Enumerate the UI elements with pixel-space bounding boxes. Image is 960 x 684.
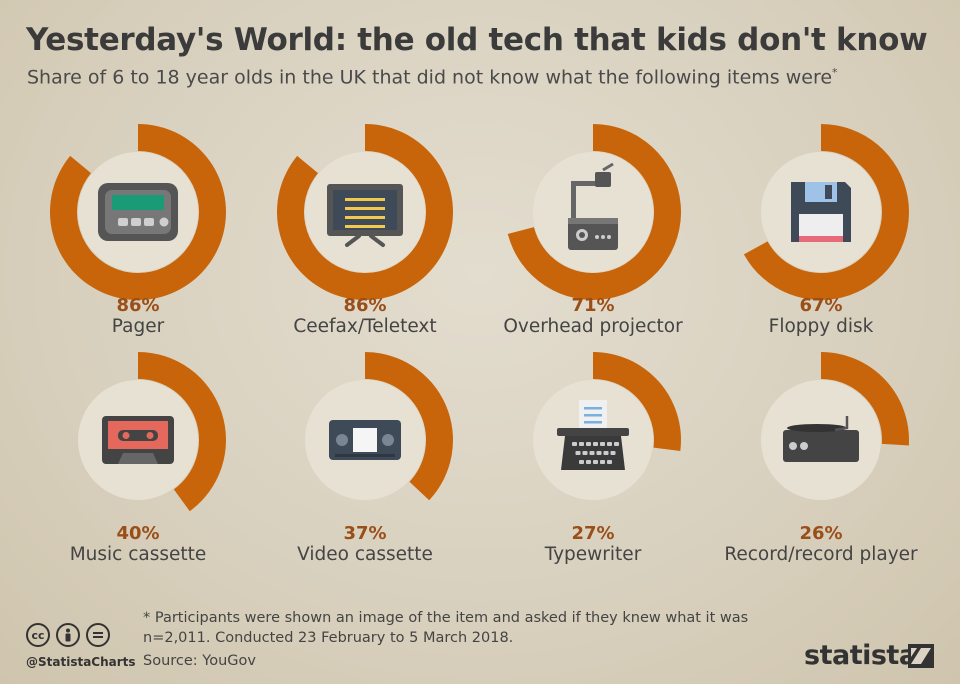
percent-label: 27%: [571, 523, 615, 544]
by-icon: [56, 623, 80, 647]
source-text: Source: YouGov: [143, 653, 256, 669]
category-label: Music cassette: [69, 544, 207, 565]
category-label: Floppy disk: [768, 316, 874, 337]
subtitle-footnote-mark: *: [832, 66, 838, 79]
nd-icon: [86, 623, 110, 647]
teletext-tv-icon: [327, 184, 403, 247]
percent-label: 71%: [571, 295, 615, 316]
percent-label: 37%: [343, 523, 387, 544]
overhead-projector-icon: [568, 162, 618, 250]
donut-chart: [48, 122, 228, 302]
twitter-handle: @StatistaCharts: [26, 655, 136, 669]
donut-chart: [48, 350, 228, 530]
donut-arc-record-record-player: [821, 352, 910, 446]
donut-arc-ceefax-teletext: [276, 124, 453, 300]
pager-icon: [98, 183, 178, 241]
donut-arc-typewriter: [593, 352, 682, 452]
percent-label: 26%: [799, 523, 843, 544]
chart-title: Yesterday's World: the old tech that kid…: [26, 22, 928, 58]
percent-label: 40%: [116, 523, 160, 544]
category-label: Video cassette: [297, 544, 433, 565]
footnote: * Participants were shown an image of th…: [143, 608, 748, 648]
donut-arc-floppy-disk: [743, 123, 910, 300]
donut-arc-music-cassette: [138, 352, 227, 512]
floppy-disk-icon: [791, 182, 851, 242]
donut-arc-video-cassette: [365, 352, 454, 501]
category-label: Typewriter: [544, 544, 642, 565]
percent-label: 67%: [799, 295, 843, 316]
footnote-line-1: * Participants were shown an image of th…: [143, 610, 749, 626]
donut-chart: [731, 350, 911, 530]
brand-logo-text: statista: [804, 640, 917, 671]
record-player-icon: [783, 416, 859, 462]
cc-icon: cc: [26, 623, 50, 647]
brand-mark-icon: [908, 644, 934, 668]
donut-arc-pager: [49, 124, 226, 300]
footnote-line-2: n=2,011. Conducted 23 February to 5 Marc…: [143, 630, 514, 646]
donut-arc-overhead-projector: [507, 124, 681, 300]
donut-chart: [503, 122, 683, 302]
category-label: Record/record player: [724, 544, 918, 565]
donut-chart: [275, 350, 455, 530]
typewriter-icon: [557, 400, 629, 470]
donut-chart: [503, 350, 683, 530]
category-label: Ceefax/Teletext: [293, 316, 437, 337]
category-label: Pager: [111, 316, 165, 337]
donut-chart: [275, 122, 455, 302]
chart-subtitle: Share of 6 to 18 year olds in the UK tha…: [27, 66, 838, 88]
donut-center: [533, 152, 653, 272]
category-label: Overhead projector: [503, 316, 683, 337]
donut-chart: [731, 122, 911, 302]
license-icons: cc: [26, 623, 110, 647]
video-cassette-icon: [329, 420, 401, 460]
subtitle-text: Share of 6 to 18 year olds in the UK tha…: [27, 66, 833, 89]
percent-label: 86%: [343, 295, 387, 316]
music-cassette-icon: [102, 416, 174, 464]
percent-label: 86%: [116, 295, 160, 316]
